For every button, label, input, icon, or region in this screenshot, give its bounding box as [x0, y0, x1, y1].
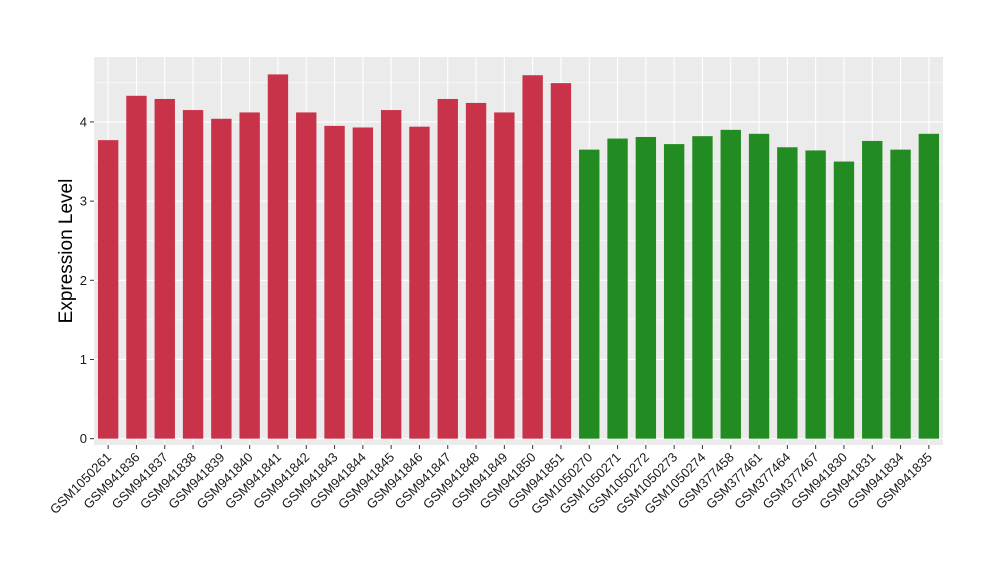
bar-GSM941842: [296, 112, 317, 439]
bar-GSM941837: [154, 98, 175, 439]
bar-GSM941848: [465, 102, 487, 439]
y-tick-label: 2: [80, 273, 87, 288]
bar-GSM941851: [550, 83, 572, 439]
bar-GSM941834: [890, 149, 911, 439]
bar-GSM941847: [437, 98, 458, 439]
y-axis: 0 1 2 3 4: [80, 114, 94, 446]
bar-GSM941839: [211, 118, 232, 439]
bar-GSM377458: [720, 129, 741, 439]
bar-GSM1050273: [663, 144, 685, 439]
bar-GSM1050272: [635, 136, 657, 439]
bar-GSM377461: [748, 133, 770, 439]
bar-GSM941831: [862, 140, 883, 439]
bar-GSM941845: [380, 110, 402, 439]
bar-GSM941844: [352, 127, 374, 439]
bars: [97, 74, 940, 439]
bar-GSM941835: [918, 133, 940, 439]
y-tick-label: 4: [80, 114, 87, 129]
y-axis-title: Expression Level: [56, 179, 77, 324]
bar-GSM941838: [182, 110, 204, 439]
bar-GSM377467: [805, 150, 826, 439]
y-tick-label: 1: [80, 352, 87, 367]
bar-GSM941846: [409, 126, 430, 439]
bar-GSM941830: [833, 161, 855, 439]
bar-GSM941840: [239, 112, 260, 439]
bar-GSM941850: [522, 75, 543, 439]
y-tick-label: 0: [80, 431, 87, 446]
bar-GSM1050274: [692, 136, 713, 439]
x-axis: GSM1050261GSM941836GSM941837GSM941838GSM…: [47, 445, 935, 517]
bar-GSM1050271: [607, 138, 628, 439]
bar-GSM377464: [777, 147, 798, 439]
bar-GSM1050270: [579, 149, 600, 439]
bar-GSM941841: [267, 74, 289, 439]
y-tick-label: 3: [80, 194, 87, 209]
bar-GSM941849: [494, 112, 515, 439]
bar-GSM941843: [324, 125, 345, 439]
bar-GSM941836: [126, 95, 147, 439]
bar-GSM1050261: [97, 140, 119, 439]
